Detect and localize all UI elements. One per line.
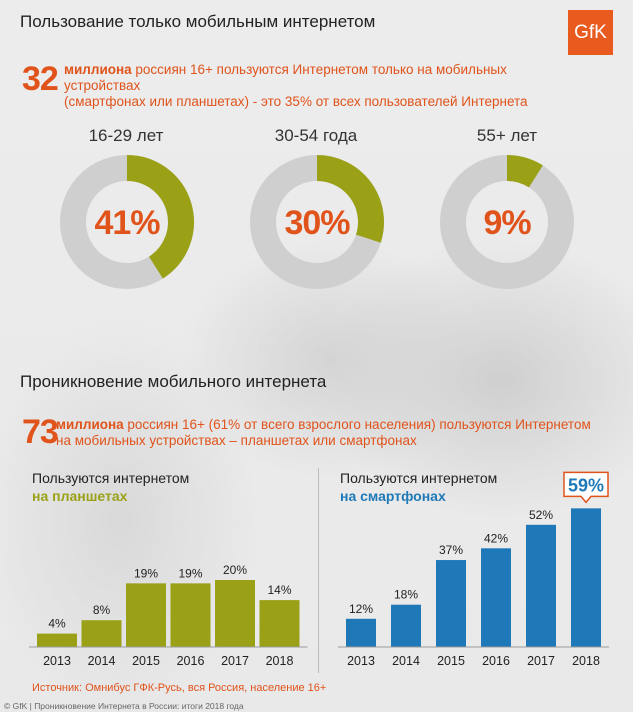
smartphone-chart-title: Пользуются интернетом (340, 470, 498, 486)
bar-label-2014: 18% (394, 588, 418, 602)
big-number-32: 32 (22, 60, 59, 98)
year-label-2017: 2017 (221, 654, 249, 668)
donut-55: 9% (440, 155, 574, 289)
section2-intro: миллиона россиян 16+ (61% от всего взрос… (56, 417, 596, 449)
section1-intro: миллиона россиян 16+ пользуются Интернет… (64, 62, 584, 110)
tablet-chart-title: Пользуются интернетом (32, 470, 190, 486)
bar-label-2013: 12% (349, 602, 373, 616)
section2-intro-bold: миллиона (56, 417, 124, 432)
bar-2018 (259, 600, 300, 647)
bar-2017 (215, 580, 255, 647)
big-number-73: 73 (22, 413, 59, 451)
smartphone-chart-subtitle: на смартфонах (340, 488, 446, 504)
donut-30-54-slice (316, 155, 384, 243)
bar-label-2017: 52% (529, 508, 553, 522)
bar-2016 (481, 548, 511, 647)
page-title: Пользование только мобильным интернетом (20, 12, 376, 31)
bar-2015 (436, 560, 466, 647)
section1-intro-bold: миллиона (64, 62, 132, 77)
bar-2016 (170, 583, 211, 647)
bar-label-2016: 19% (178, 566, 202, 580)
year-label-2018: 2018 (266, 654, 294, 668)
year-label-2013: 2013 (43, 654, 71, 668)
section1-intro-rest: россиян 16+ пользуются Интернетом только… (64, 62, 507, 93)
bar-2015 (126, 583, 166, 647)
bar-2018 (571, 508, 601, 647)
year-label-2015: 2015 (437, 654, 465, 668)
donut-title-55: 55+ лет (476, 126, 538, 145)
highlight-callout (563, 471, 609, 504)
donut-16-29: 41% (60, 155, 194, 289)
chart-divider (318, 468, 319, 673)
year-label-2015: 2015 (132, 654, 160, 668)
donut-16-29-value: 41% (94, 204, 160, 242)
donut-30-54-value: 30% (284, 204, 350, 242)
donut-16-29-slice (126, 155, 194, 279)
footer: © GfK | Проникновение Интернета в России… (4, 701, 244, 711)
bar-label-2018: 59% (568, 475, 604, 495)
bar-2014 (81, 620, 122, 647)
gfk-logo: GfK (568, 10, 613, 55)
section1-intro-line2: (смартфонах или планшетах) - это 35% от … (64, 94, 528, 109)
bar-2017 (526, 524, 556, 647)
donut-55-value: 9% (483, 204, 531, 242)
bar-label-2014: 8% (93, 603, 111, 617)
year-label-2016: 2016 (482, 654, 510, 668)
bar-2013 (346, 618, 376, 647)
year-label-2013: 2013 (347, 654, 375, 668)
smartphone-bar-chart: 12% 2013 18% 2014 37% 2015 42% 2016 52% 2017 59% 20… (338, 471, 609, 668)
year-label-2014: 2014 (392, 654, 420, 668)
section2-intro-rest: россиян 16+ (61% от всего взрослого насе… (123, 417, 591, 432)
tablet-bar-chart: 4% 2013 8% 2014 19% 2015 19% 2016 20% 2017 14% 2018 (29, 563, 308, 668)
bar-label-2018: 14% (267, 583, 291, 597)
year-label-2018: 2018 (572, 654, 600, 668)
donut-title-16-29: 16-29 лет (88, 126, 164, 145)
year-label-2016: 2016 (177, 654, 205, 668)
donut-30-54: 30% (250, 155, 384, 289)
donut-title-30-54: 30-54 года (274, 126, 358, 145)
bar-label-2015: 19% (134, 566, 158, 580)
bar-label-2016: 42% (484, 531, 508, 545)
year-label-2014: 2014 (88, 654, 116, 668)
bar-2014 (391, 604, 421, 647)
year-label-2017: 2017 (527, 654, 555, 668)
section2-title: Проникновение мобильного интернета (20, 372, 327, 391)
donut-55-slice (506, 155, 543, 188)
bar-label-2017: 20% (223, 563, 247, 577)
bar-label-2013: 4% (48, 617, 66, 631)
bar-label-2015: 37% (439, 543, 463, 557)
bar-2013 (37, 633, 77, 647)
tablet-chart-subtitle: на планшетах (32, 488, 128, 504)
source-note: Источник: Омнибус ГФК-Русь, вся Россия, … (32, 682, 327, 694)
section2-intro-line2: на мобильных устройствах – планшетах или… (56, 433, 417, 448)
